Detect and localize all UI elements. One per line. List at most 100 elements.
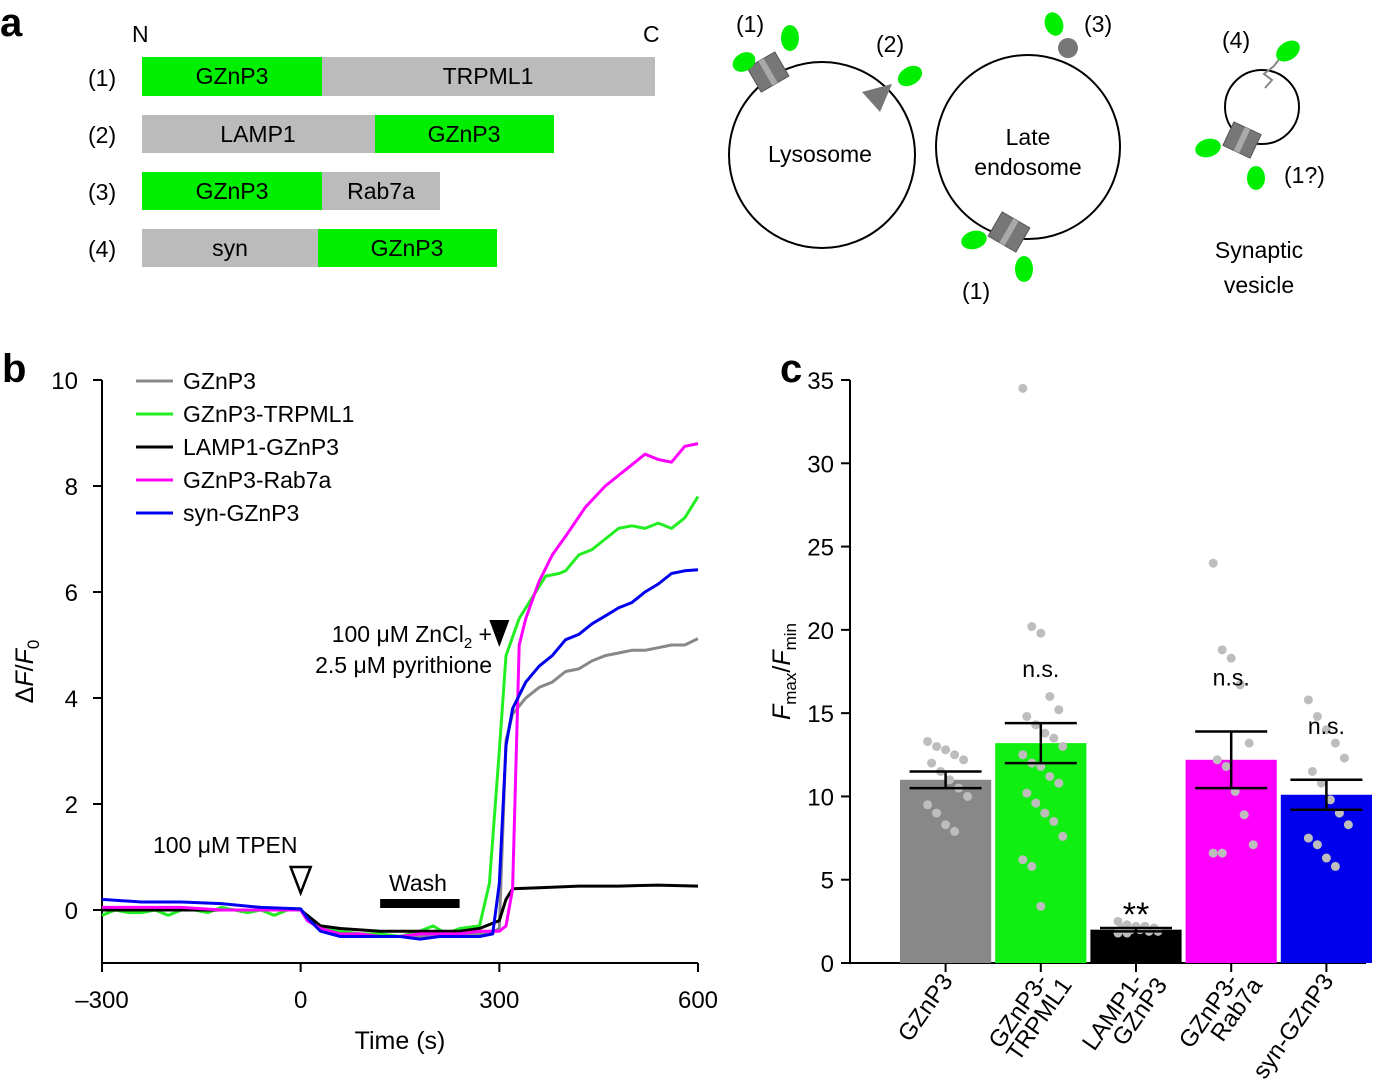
y-tick-label: 35	[807, 368, 834, 395]
data-point	[1339, 753, 1349, 763]
x-tick-label: –300	[75, 987, 128, 1014]
y-tick-label: 2	[65, 792, 78, 819]
y-tick-label: 0	[65, 898, 78, 925]
y-tick-label: 4	[65, 686, 78, 713]
bar-gznp3-rab7a	[1185, 759, 1277, 963]
synaptic-vesicle-mark-4: (4)	[1222, 27, 1250, 53]
y-tick-label: 15	[807, 701, 834, 728]
construct-3-segment-2-text: Rab7a	[347, 178, 415, 204]
data-point	[1031, 798, 1041, 808]
data-point	[1226, 653, 1236, 663]
data-point	[1040, 808, 1050, 818]
trpml1-channel-icon	[987, 211, 1031, 253]
construct-1-segment-1	[142, 57, 322, 96]
data-point	[1049, 816, 1059, 826]
gznp3-fluorophore-icon	[1044, 12, 1064, 36]
data-point	[1321, 853, 1331, 863]
lysosome-mark-1: (1)	[736, 11, 764, 37]
data-point	[1303, 695, 1313, 705]
significance-label: n.s.	[1022, 656, 1059, 682]
rab7a-anchor-icon	[1058, 38, 1078, 58]
synaptophysin-linker-icon	[1262, 57, 1281, 89]
data-point	[1027, 622, 1037, 632]
lysosome-mark-2: (2)	[876, 31, 904, 57]
construct-4-number: (4)	[88, 236, 116, 262]
data-point	[1217, 848, 1227, 858]
tpen-arrow-icon	[288, 865, 313, 897]
data-point	[1312, 840, 1322, 850]
legend-label: GZnP3-TRPML1	[183, 401, 354, 427]
data-point	[1330, 861, 1340, 871]
data-point	[1343, 820, 1353, 830]
data-point	[923, 736, 933, 746]
synaptic-vesicle-membrane	[1224, 69, 1300, 145]
construct-4-segment-2	[318, 229, 497, 267]
data-point	[1036, 901, 1046, 911]
data-point	[1113, 916, 1123, 926]
x-tick-label: 600	[678, 987, 718, 1014]
legend-label: GZnP3-Rab7a	[183, 467, 332, 493]
construct-3-segment-1	[142, 172, 322, 210]
y-tick-label: 10	[807, 784, 834, 811]
panel-a-label: a	[0, 1, 23, 45]
legend-label: syn-GZnP3	[183, 500, 299, 526]
lamp1-anchor-icon	[862, 84, 892, 112]
gznp3-fluorophore-icon	[781, 25, 799, 51]
construct-3-number: (3)	[88, 179, 116, 205]
line-chart-b: 0 2 4 6 8 10 –300 0 300 600 Time (s) ΔF/F0 GZnP3 GZnP…	[11, 368, 718, 1055]
legend-label: GZnP3	[183, 368, 256, 394]
y-tick-label: 6	[65, 580, 78, 607]
synaptic-vesicle-label-line-2: vesicle	[1224, 272, 1294, 298]
y-tick-label: 25	[807, 535, 834, 562]
data-point	[1018, 855, 1028, 865]
data-point	[1018, 383, 1028, 393]
construct-1-segment-2-text: TRPML1	[443, 63, 534, 89]
data-point	[932, 741, 942, 751]
construct-1-segment-1-text: GZnP3	[196, 63, 269, 89]
significance-label: n.s.	[1308, 713, 1345, 739]
wash-annotation: Wash	[389, 870, 447, 896]
gznp3-fluorophore-icon	[1247, 166, 1265, 190]
y-tick-label: 10	[51, 368, 78, 395]
data-point	[923, 800, 933, 810]
series-line-syn-gznp3	[101, 568, 699, 941]
construct-2-segment-1-text: LAMP1	[220, 121, 295, 147]
data-point	[1027, 861, 1037, 871]
bar-gznp3-trpml1	[995, 743, 1087, 963]
data-point	[1325, 795, 1335, 805]
gznp3-fluorophore-icon	[897, 65, 923, 87]
data-point	[941, 745, 951, 755]
data-point	[1018, 750, 1028, 760]
data-point	[1058, 831, 1068, 841]
data-point	[1113, 928, 1123, 938]
construct-3-segment-2	[322, 172, 440, 210]
construct-2-segment-2	[375, 115, 554, 153]
construct-2-segment-2-text: GZnP3	[428, 121, 501, 147]
data-point	[950, 750, 960, 760]
data-point	[1049, 733, 1059, 743]
y-tick-label: 0	[821, 951, 834, 978]
late-endosome-mark-3: (3)	[1084, 11, 1112, 37]
wash-bar	[380, 899, 460, 908]
data-point	[1239, 810, 1249, 820]
bar-syn-gznp3	[1280, 794, 1372, 963]
construct-4-segment-1-text: syn	[212, 235, 248, 261]
construct-2-segment-1	[142, 115, 375, 153]
gznp3-fluorophore-icon	[732, 52, 756, 72]
c-terminus-label: C	[643, 21, 660, 47]
data-point	[941, 820, 951, 830]
lysosome-label: Lysosome	[768, 141, 872, 167]
data-point	[1212, 755, 1222, 765]
data-point	[1217, 645, 1227, 655]
data-point	[950, 826, 960, 836]
data-point	[1321, 725, 1331, 735]
data-point	[1054, 705, 1064, 715]
data-point	[1045, 691, 1055, 701]
zinc-annotation-line-2: 2.5 μM pyrithione	[315, 652, 492, 678]
y-tick-label: 8	[65, 474, 78, 501]
x-tick-label: 0	[294, 987, 307, 1014]
significance-label: **	[1123, 896, 1149, 934]
synaptic-vesicle-mark-1q: (1?)	[1284, 162, 1325, 188]
gznp3-fluorophore-icon	[1276, 40, 1300, 62]
